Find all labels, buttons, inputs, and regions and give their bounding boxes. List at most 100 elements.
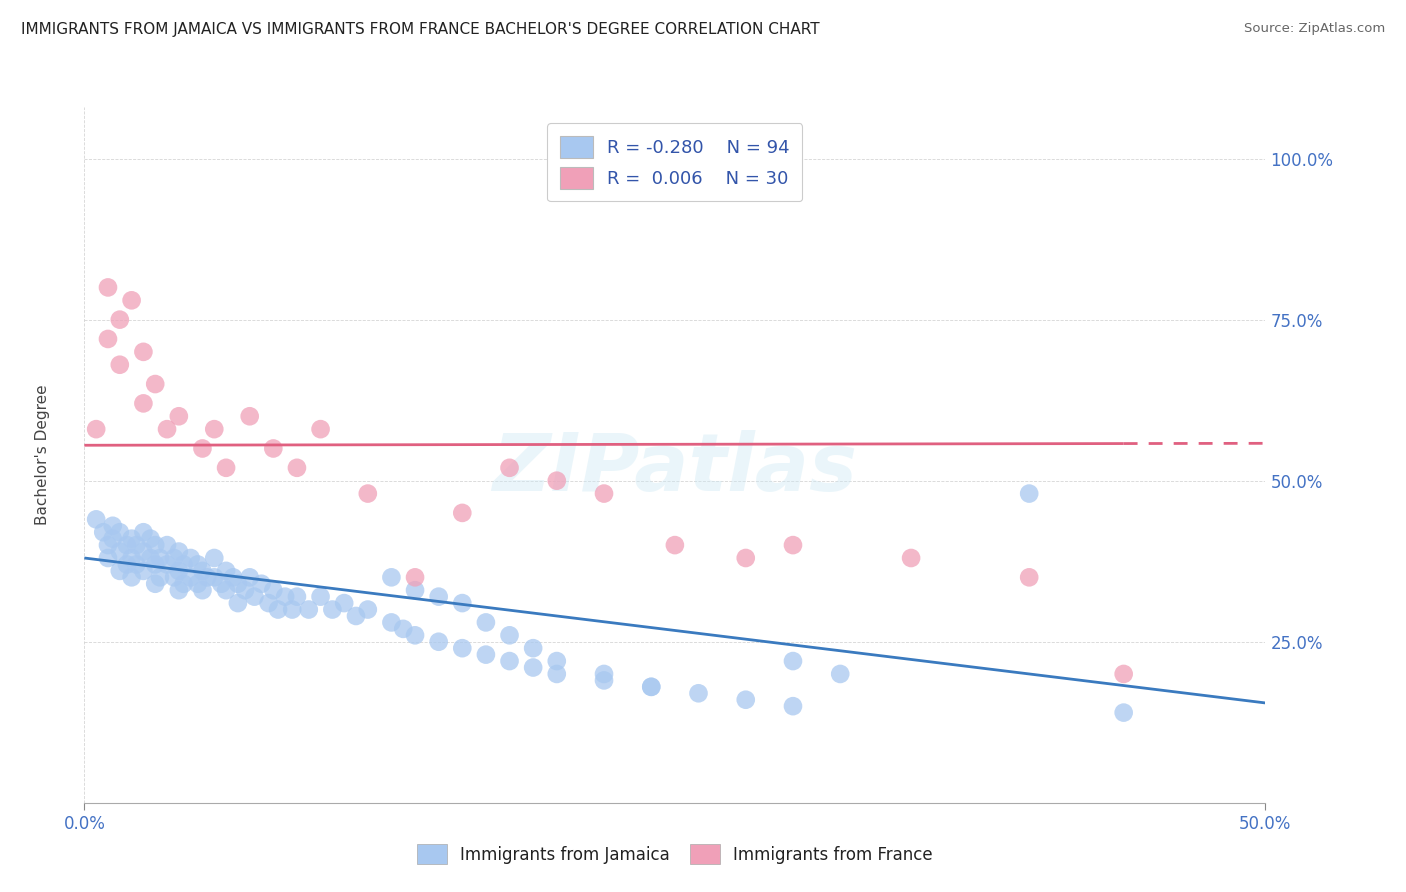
Point bbox=[108, 564, 131, 578]
Point bbox=[546, 667, 568, 681]
Point bbox=[167, 544, 190, 558]
Point bbox=[782, 654, 804, 668]
Point bbox=[1018, 486, 1040, 500]
Point bbox=[640, 680, 662, 694]
Point bbox=[404, 570, 426, 584]
Point bbox=[143, 538, 166, 552]
Legend: Immigrants from Jamaica, Immigrants from France: Immigrants from Jamaica, Immigrants from… bbox=[411, 838, 939, 871]
Point bbox=[121, 293, 143, 308]
Point bbox=[202, 570, 225, 584]
Point bbox=[451, 596, 474, 610]
Point bbox=[380, 570, 402, 584]
Point bbox=[143, 576, 166, 591]
Point bbox=[156, 422, 179, 436]
Point bbox=[97, 332, 120, 346]
Point bbox=[215, 564, 238, 578]
Point bbox=[404, 583, 426, 598]
Point bbox=[187, 576, 209, 591]
Point bbox=[97, 551, 120, 566]
Point bbox=[84, 422, 107, 436]
Point bbox=[132, 344, 155, 359]
Point bbox=[139, 551, 162, 566]
Point bbox=[298, 602, 321, 616]
Point bbox=[187, 558, 209, 572]
Point bbox=[475, 648, 498, 662]
Point bbox=[163, 551, 186, 566]
Point bbox=[215, 583, 238, 598]
Point bbox=[262, 583, 284, 598]
Point bbox=[209, 576, 232, 591]
Point bbox=[191, 442, 214, 456]
Point bbox=[156, 538, 179, 552]
Point bbox=[125, 538, 148, 552]
Point bbox=[392, 622, 415, 636]
Point bbox=[281, 602, 304, 616]
Point bbox=[309, 422, 332, 436]
Point bbox=[285, 460, 308, 475]
Point bbox=[180, 570, 202, 584]
Point bbox=[163, 570, 186, 584]
Point bbox=[688, 686, 710, 700]
Point bbox=[900, 551, 922, 566]
Point bbox=[321, 602, 343, 616]
Point bbox=[121, 570, 143, 584]
Point bbox=[84, 512, 107, 526]
Point bbox=[132, 525, 155, 540]
Point bbox=[215, 460, 238, 475]
Point bbox=[149, 551, 172, 566]
Y-axis label: Bachelor's Degree: Bachelor's Degree bbox=[35, 384, 51, 525]
Point bbox=[167, 583, 190, 598]
Point bbox=[143, 377, 166, 392]
Point bbox=[427, 590, 450, 604]
Point bbox=[250, 576, 273, 591]
Point bbox=[475, 615, 498, 630]
Point bbox=[233, 583, 256, 598]
Point bbox=[427, 634, 450, 648]
Point bbox=[782, 699, 804, 714]
Point bbox=[202, 551, 225, 566]
Point bbox=[309, 590, 332, 604]
Point bbox=[115, 558, 138, 572]
Point bbox=[357, 486, 380, 500]
Point bbox=[101, 532, 124, 546]
Point bbox=[451, 506, 474, 520]
Point bbox=[380, 615, 402, 630]
Point bbox=[132, 544, 155, 558]
Point bbox=[344, 609, 367, 624]
Point bbox=[101, 518, 124, 533]
Point bbox=[546, 474, 568, 488]
Point bbox=[243, 590, 266, 604]
Point bbox=[167, 564, 190, 578]
Point bbox=[546, 654, 568, 668]
Text: Source: ZipAtlas.com: Source: ZipAtlas.com bbox=[1244, 22, 1385, 36]
Point bbox=[121, 532, 143, 546]
Point bbox=[226, 576, 249, 591]
Point bbox=[191, 564, 214, 578]
Point bbox=[191, 583, 214, 598]
Point bbox=[522, 660, 544, 674]
Point bbox=[132, 564, 155, 578]
Point bbox=[226, 596, 249, 610]
Point bbox=[1112, 667, 1135, 681]
Point bbox=[239, 570, 262, 584]
Point bbox=[91, 525, 114, 540]
Point bbox=[498, 654, 520, 668]
Point bbox=[274, 590, 297, 604]
Point bbox=[222, 570, 245, 584]
Point bbox=[333, 596, 356, 610]
Text: ZIPatlas: ZIPatlas bbox=[492, 430, 858, 508]
Point bbox=[115, 538, 138, 552]
Point bbox=[156, 558, 179, 572]
Point bbox=[830, 667, 852, 681]
Point bbox=[132, 396, 155, 410]
Point bbox=[734, 551, 756, 566]
Point bbox=[593, 673, 616, 688]
Point bbox=[125, 558, 148, 572]
Point bbox=[451, 641, 474, 656]
Point bbox=[195, 570, 218, 584]
Point bbox=[108, 544, 131, 558]
Point bbox=[267, 602, 290, 616]
Point bbox=[498, 628, 520, 642]
Point bbox=[498, 460, 520, 475]
Point bbox=[97, 538, 120, 552]
